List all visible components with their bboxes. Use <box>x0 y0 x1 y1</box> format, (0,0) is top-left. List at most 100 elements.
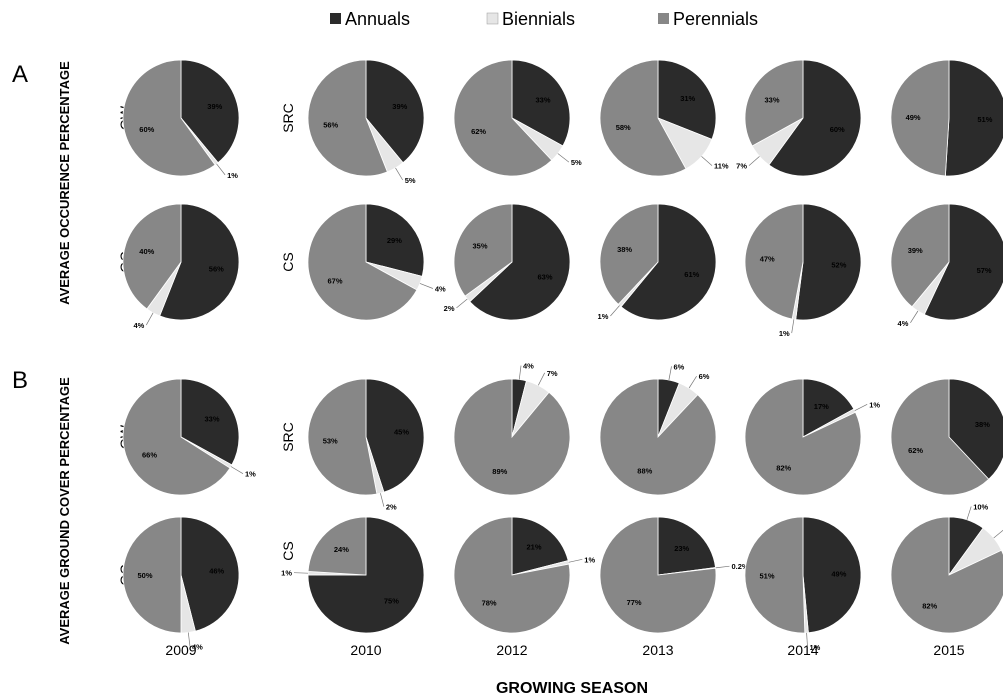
pie-b-cs-2013-annuals-label: 23% <box>674 544 689 553</box>
pie-a-src-2013-annuals-slice <box>657 59 717 140</box>
pie-a-src-2010-perennials-slice <box>307 59 388 177</box>
pie-b-src-2010-biennials-label: 2% <box>386 503 397 512</box>
legend-label-perennials: Perennials <box>673 9 758 29</box>
pie-a-cs-2010-biennials-leader <box>419 283 434 289</box>
pie-b-src-2012-biennials-leader <box>537 372 546 386</box>
pie-b-src-2013-perennials-slice <box>599 378 717 496</box>
pie-b-src-2015-perennials-slice <box>890 378 990 496</box>
pie-b-src-2014-perennials-slice <box>744 378 862 496</box>
pie-a-cs-2013-annuals-slice <box>620 203 717 321</box>
pie-a-cs-2012-annuals-label: 63% <box>537 272 552 281</box>
pie-b-src-2012-annuals-label: 4% <box>523 362 534 371</box>
pie-b-cs-2013-perennials-slice <box>599 516 717 634</box>
pie-a-src-2014-perennials-label: 33% <box>764 96 779 105</box>
pie-a-cs-2014-biennials-leader <box>791 319 795 334</box>
pie-b-cs-2014-biennials-label: 1% <box>810 643 821 652</box>
pie-a-cs-2014-perennials-label: 47% <box>760 255 775 264</box>
pie-a-ow-2009-perennials-label: 60% <box>139 125 154 134</box>
pie-b-cs-2015-biennials-leader <box>993 529 1003 539</box>
pie-a-cs-2014-annuals-label: 52% <box>831 260 846 269</box>
pie-a-ow-2009-annuals-slice <box>180 59 240 164</box>
pie-a-src-2010-biennials-leader <box>395 167 404 181</box>
pie-a-src-2013-perennials-label: 58% <box>616 123 631 132</box>
pie-b-ow-2009-biennials-leader <box>230 466 244 475</box>
pie-a-cs-2010-biennials-label: 4% <box>435 285 446 294</box>
pie-b-cs-2012-annuals-slice <box>511 516 569 576</box>
pie-b-src-2013-biennials-label: 6% <box>699 372 710 381</box>
pie-b-src-2010-annuals-slice <box>365 378 425 493</box>
pie-b-src-2010-perennials-slice <box>307 378 378 496</box>
pie-b-cs-2014-perennials-slice <box>744 516 806 634</box>
pie-a-cs-2012-perennials-slice <box>453 203 513 297</box>
pie-a-oc-2009-biennials-leader <box>145 312 154 326</box>
pie-a-cs-2013-biennials-label: 1% <box>598 312 609 321</box>
pies-group: 39% 1% 60% 39% 5% 56% 33% 5% 62% 31% 11% 58% 60% 7% 33… <box>122 59 1003 652</box>
pie-a-cs-2015-biennials-leader <box>910 310 919 323</box>
pie-b-src-2014-annuals-slice <box>802 378 855 438</box>
pie-a-src-2010-annuals-label: 39% <box>392 102 407 111</box>
pie-b-cs-2012-perennials-label: 78% <box>482 599 497 608</box>
pie-a-src-2014-perennials-slice <box>744 59 804 147</box>
pie-b-oc-2009-annuals-label: 46% <box>209 567 224 576</box>
legend-swatch-annuals <box>330 13 341 24</box>
pie-b-src-2014-biennials-leader <box>854 403 868 412</box>
row-label-cs-b: CS <box>280 541 296 560</box>
pie-a-oc-2009-annuals-label: 56% <box>209 265 224 274</box>
pie-b-cs-2010-annuals-label: 75% <box>384 596 399 605</box>
pie-b-cs-2014-annuals-label: 49% <box>831 569 846 578</box>
pie-b-ow-2009-annuals-slice <box>180 378 240 466</box>
pie-a-cs-2010-perennials-label: 67% <box>327 276 342 285</box>
pie-b-src-2010-perennials-label: 53% <box>323 436 338 445</box>
legend-swatch-biennials <box>486 12 499 25</box>
pie-a-src-2013-perennials-slice <box>599 59 687 177</box>
pie-b-src-2015-annuals-label: 38% <box>975 420 990 429</box>
pie-b-ow-2009-annuals-label: 33% <box>204 415 219 424</box>
pie-b-ow-2009-biennials-label: 1% <box>245 470 256 479</box>
year-label-2010: 2010 <box>350 642 381 658</box>
pie-a-ow-2009-perennials-slice <box>122 59 216 177</box>
pie-b-cs-2014-annuals-slice <box>802 516 862 634</box>
pie-b-cs-2013-biennials-label: 0.2% <box>732 562 749 571</box>
pie-b-src-2012-perennials-slice <box>453 378 571 496</box>
pie-b-src-2015-perennials-label: 62% <box>908 446 923 455</box>
pie-b-ow-2009-perennials-slice <box>122 378 231 496</box>
pie-b-cs-2015-perennials-label: 82% <box>922 601 937 610</box>
row-label-src-a: SRC <box>280 103 296 133</box>
pie-b-oc-2009-perennials-label: 50% <box>137 571 152 580</box>
pie-a-cs-2013-annuals-label: 61% <box>684 270 699 279</box>
pie-b-src-2010-biennials-leader <box>380 493 385 507</box>
pie-a-src-2012-biennials-leader <box>557 153 570 163</box>
pie-b-src-2012-perennials-label: 89% <box>492 467 507 476</box>
pie-a-oc-2009-biennials-label: 4% <box>133 321 144 330</box>
pie-b-oc-2009-biennials-label: 4% <box>192 642 203 651</box>
pie-b-src-2010-annuals-label: 45% <box>394 427 409 436</box>
year-label-2009: 2009 <box>165 642 196 658</box>
pie-b-src-2012-annuals-leader <box>518 365 522 380</box>
pie-a-src-2014-annuals-slice <box>768 59 862 177</box>
pie-a-src-2012-perennials-label: 62% <box>471 127 486 136</box>
pie-a-src-2015-annuals-slice <box>944 59 1003 177</box>
panel-letter-b: B <box>12 367 28 394</box>
pie-b-src-2014-biennials-label: 1% <box>869 400 880 409</box>
pie-a-src-2012-annuals-slice <box>511 59 571 147</box>
pie-a-cs-2012-annuals-slice <box>469 203 571 321</box>
pie-b-cs-2015-annuals-leader <box>966 506 972 520</box>
pie-a-src-2013-annuals-label: 31% <box>680 94 695 103</box>
pie-b-src-2014-perennials-label: 82% <box>776 463 791 472</box>
legend: Annuals Biennials Perennials <box>330 9 758 29</box>
year-label-2014: 2014 <box>787 642 818 658</box>
pie-a-cs-2010-annuals-label: 29% <box>387 236 402 245</box>
pie-b-cs-2010-biennials-leader <box>293 572 309 574</box>
pie-a-src-2015-perennials-slice <box>890 59 950 177</box>
pie-b-oc-2009-annuals-slice <box>180 516 240 632</box>
pie-a-src-2010-perennials-label: 56% <box>323 121 338 130</box>
pie-a-cs-2014-biennials-label: 1% <box>779 329 790 338</box>
pie-a-oc-2009-annuals-slice <box>159 203 240 321</box>
y-axis-label-a: AVERAGE OCCURENCE PERCENTAGE <box>57 61 72 305</box>
pie-b-src-2012-biennials-label: 7% <box>547 369 558 378</box>
pie-a-cs-2014-annuals-slice <box>795 203 862 321</box>
pie-b-cs-2010-biennials-label: 1% <box>281 569 292 578</box>
pie-b-src-2013-perennials-label: 88% <box>637 466 652 475</box>
pie-b-src-2013-biennials-leader <box>688 376 697 389</box>
